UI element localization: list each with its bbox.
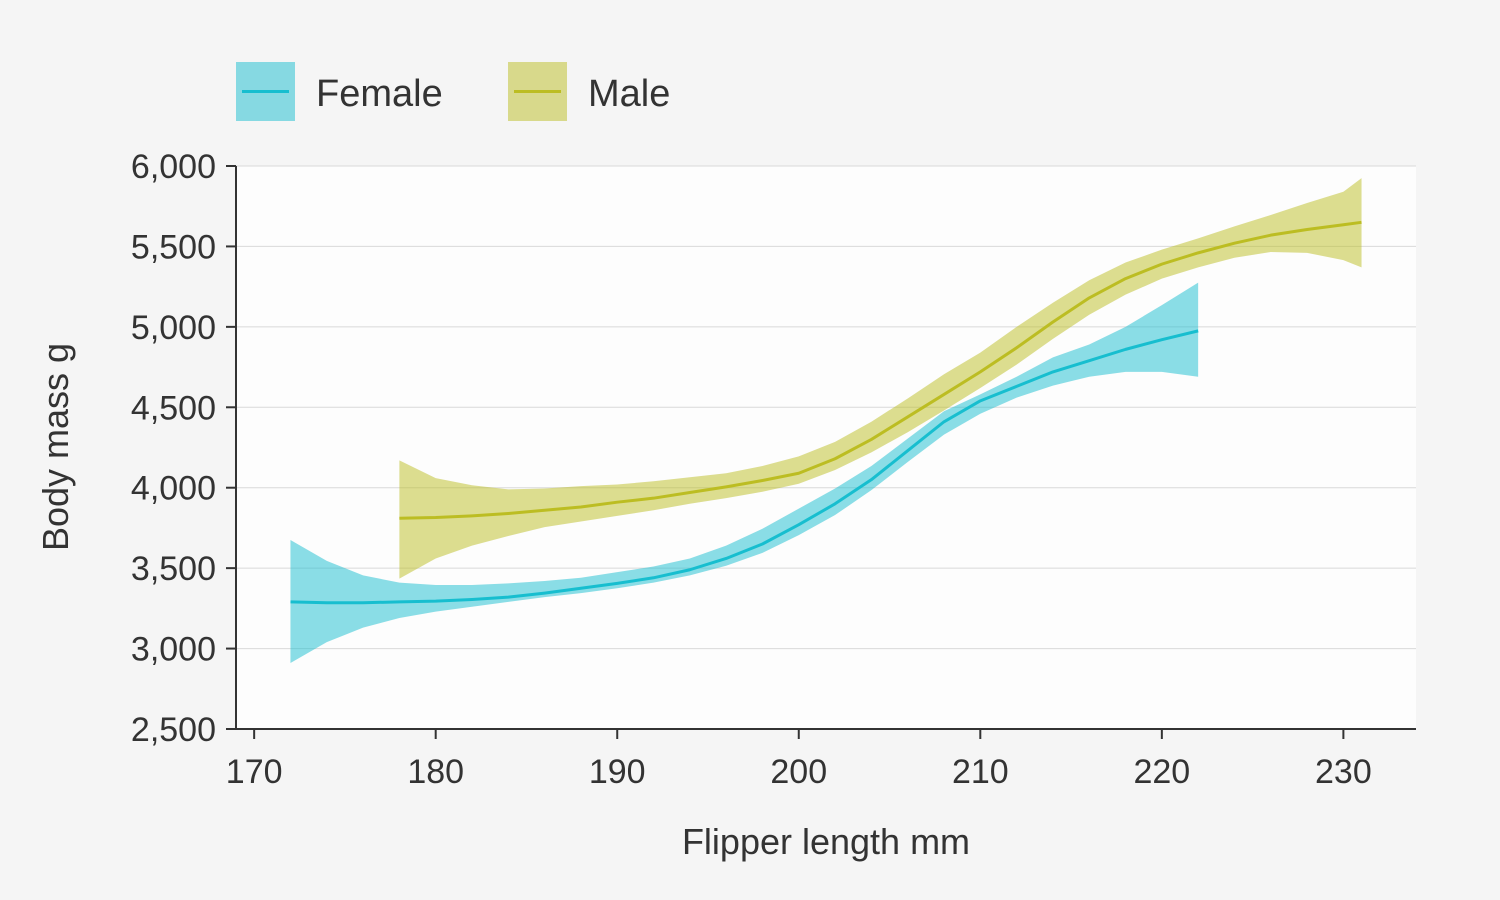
legend-label-male: Male [588,73,670,115]
x-tick-label: 200 [770,753,827,791]
y-tick-label: 2,500 [131,711,216,749]
x-tick-label: 220 [1133,753,1190,791]
y-ticks: 2,500 3,000 3,500 4,000 4,500 5,000 5,500 6,000 [131,148,236,749]
x-ticks: 170 180 190 200 210 220 230 [226,729,1372,791]
legend-item-female: Female [236,62,443,121]
y-tick-label: 5,500 [131,228,216,266]
male-confidence-band [399,178,1362,579]
y-tick-label: 3,000 [131,631,216,669]
y-axis-title: Body mass g [35,343,76,551]
female-line [290,329,1199,605]
y-tick-label: 4,500 [131,389,216,427]
x-tick-label: 180 [407,753,464,791]
axes [235,166,1416,730]
x-tick-label: 190 [589,753,646,791]
y-tick-label: 6,000 [131,148,216,186]
x-axis-title: Flipper length mm [682,821,970,862]
confidence-bands [290,178,1362,664]
legend-item-male: Male [508,62,670,121]
x-tick-label: 170 [226,753,283,791]
y-tick-label: 5,000 [131,309,216,347]
x-tick-label: 230 [1315,753,1372,791]
y-tick-label: 4,000 [131,470,216,508]
male-line [399,220,1362,520]
series-lines [290,220,1362,605]
y-tick-label: 3,500 [131,550,216,588]
legend-label-female: Female [316,73,443,115]
x-tick-label: 210 [952,753,1009,791]
legend: Female Male [236,62,670,121]
